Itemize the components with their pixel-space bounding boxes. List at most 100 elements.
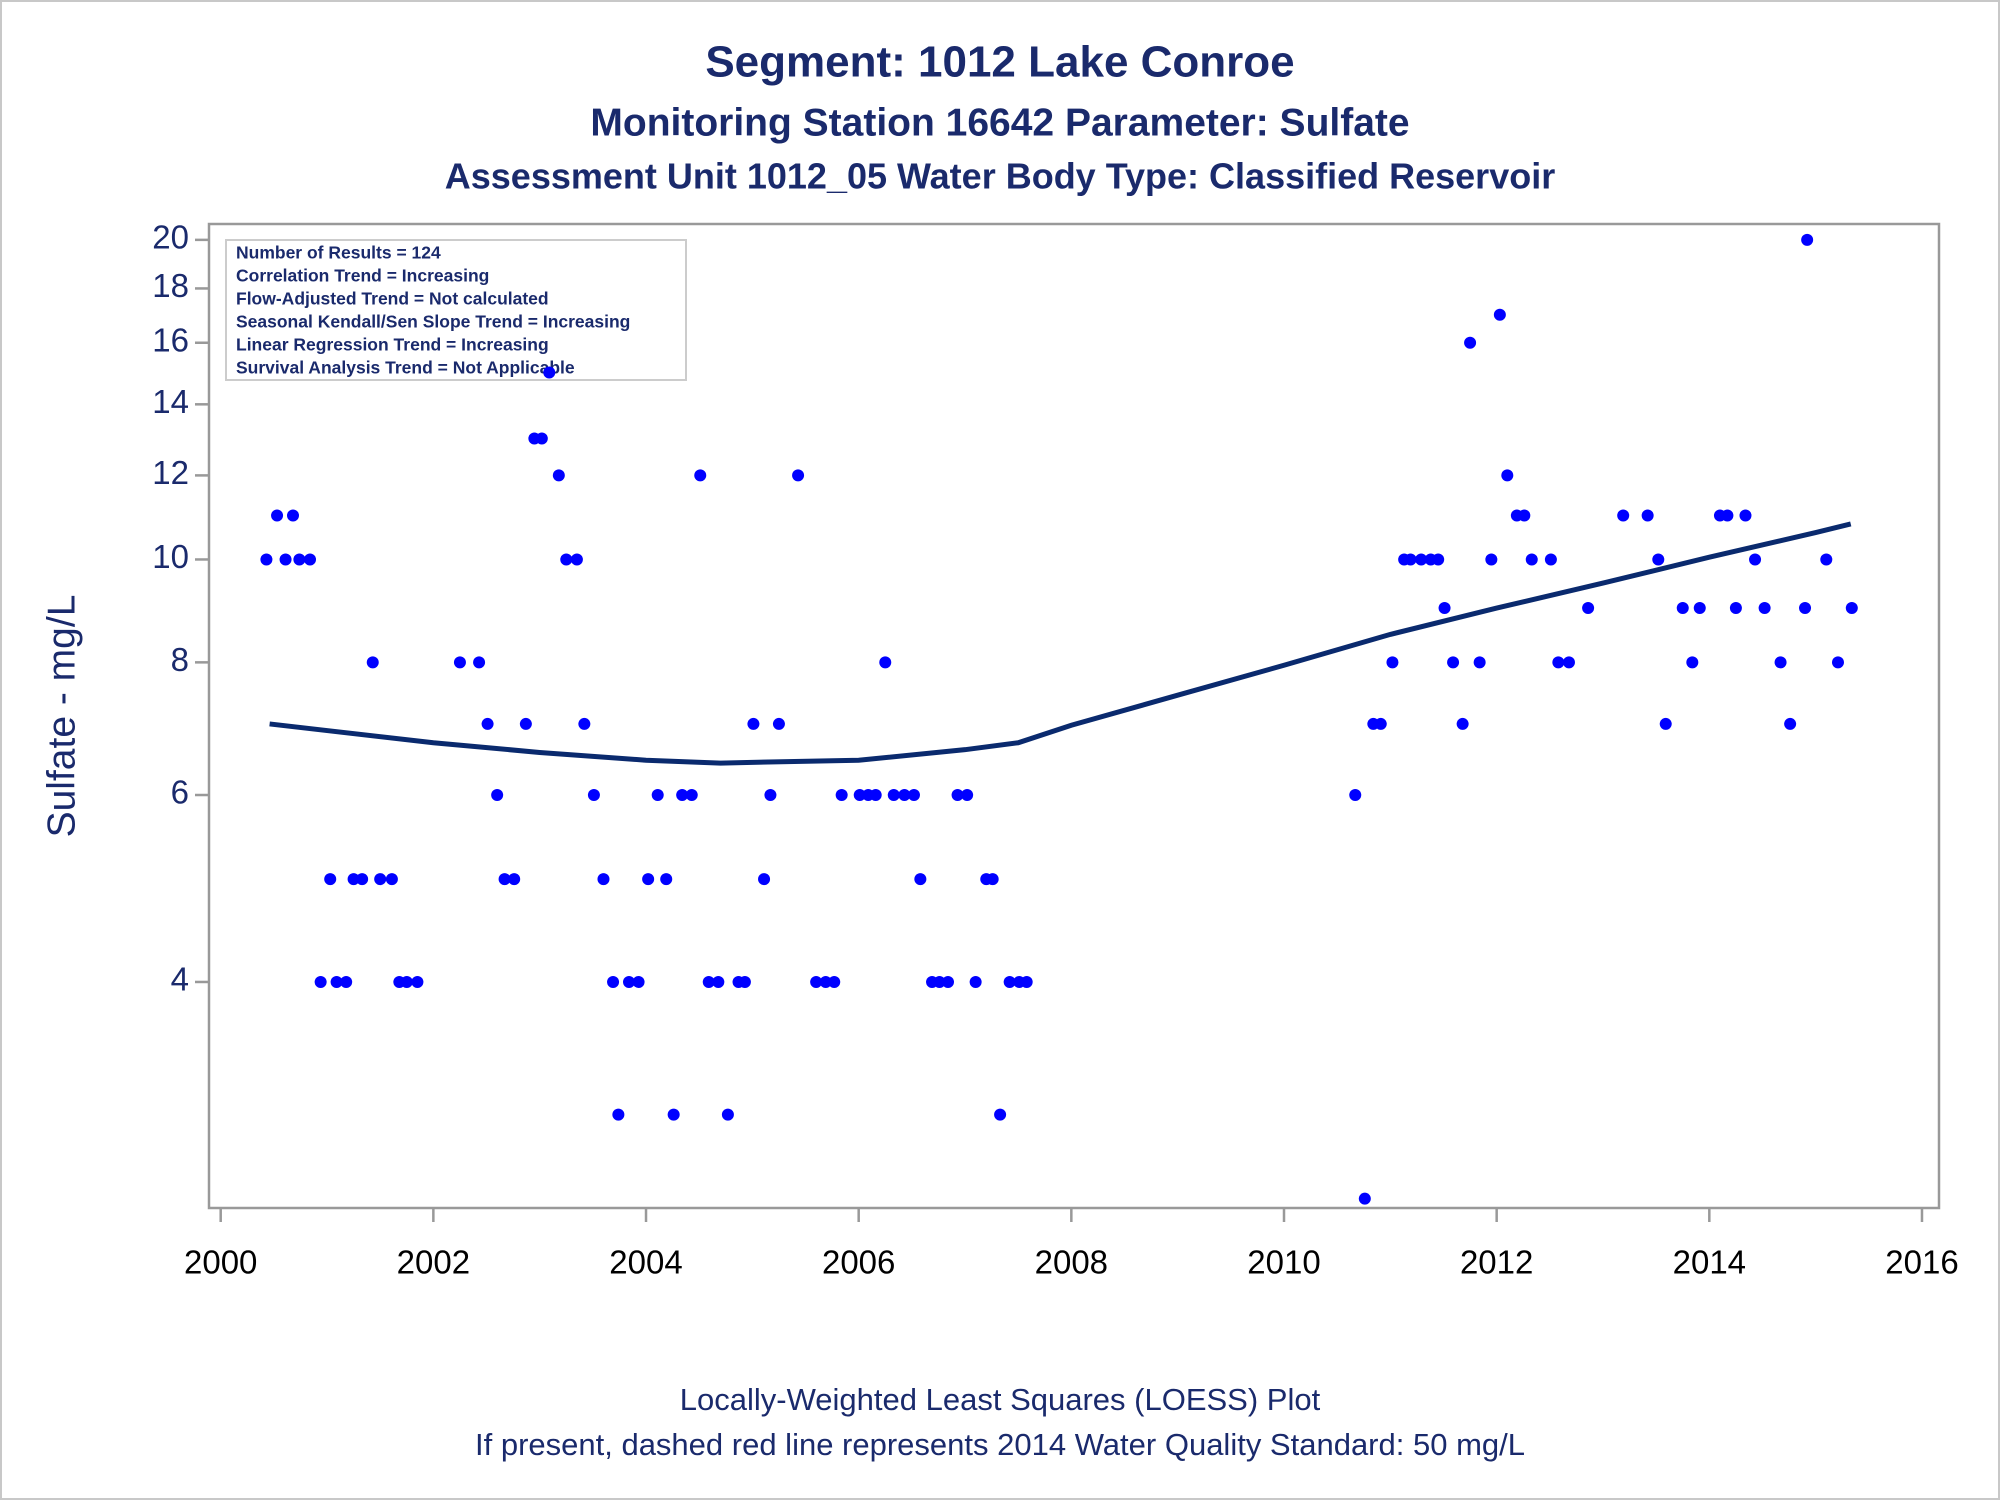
data-point: [612, 1108, 625, 1121]
data-point: [366, 656, 379, 669]
y-tick-label: 6: [171, 774, 189, 811]
data-point: [587, 789, 600, 802]
stats-line: Number of Results = 124: [236, 243, 441, 263]
data-point: [304, 553, 317, 566]
data-point: [738, 975, 751, 988]
y-tick-label: 4: [171, 961, 189, 998]
data-point: [887, 789, 900, 802]
data-point: [712, 975, 725, 988]
data-point: [1349, 789, 1362, 802]
data-point: [1820, 553, 1833, 566]
data-point: [1799, 602, 1812, 615]
data-point: [1845, 602, 1858, 615]
data-point: [543, 366, 556, 379]
chart-subtitle: Monitoring Station 16642 Parameter: Sulf…: [590, 101, 1409, 144]
x-tick-label: 2016: [1885, 1244, 1958, 1281]
data-point: [491, 789, 504, 802]
y-tick-label: 20: [152, 219, 189, 256]
chart-title: Segment: 1012 Lake Conroe: [705, 38, 1294, 87]
data-point: [1432, 553, 1445, 566]
data-point: [1686, 656, 1699, 669]
data-point: [1641, 509, 1654, 522]
data-point: [1438, 602, 1451, 615]
data-point: [879, 656, 892, 669]
data-point: [828, 975, 841, 988]
data-point: [969, 975, 982, 988]
data-point: [400, 975, 413, 988]
data-point: [1493, 308, 1506, 321]
data-point: [279, 553, 292, 566]
data-point: [853, 789, 866, 802]
data-point: [535, 432, 548, 445]
data-point: [694, 469, 707, 482]
data-point: [660, 873, 673, 886]
data-point: [951, 789, 964, 802]
data-point: [1831, 656, 1844, 669]
stats-line: Seasonal Kendall/Sen Slope Trend = Incre…: [236, 312, 630, 332]
data-point: [772, 717, 785, 730]
data-point: [792, 469, 805, 482]
data-point: [642, 873, 655, 886]
data-point: [961, 789, 974, 802]
x-tick-label: 2012: [1460, 1244, 1533, 1281]
data-point: [1404, 553, 1417, 566]
data-point: [933, 975, 946, 988]
data-point: [570, 553, 583, 566]
data-point: [1374, 717, 1387, 730]
data-point: [667, 1108, 680, 1121]
data-point: [1415, 553, 1428, 566]
loess-line: [269, 521, 1852, 766]
data-point: [578, 717, 591, 730]
data-point: [1784, 717, 1797, 730]
data-point: [914, 873, 927, 886]
data-point: [1020, 975, 1033, 988]
data-point: [1676, 602, 1689, 615]
x-tick-label: 2014: [1673, 1244, 1746, 1281]
data-point: [721, 1108, 734, 1121]
data-point: [907, 789, 920, 802]
data-point: [819, 975, 832, 988]
data-point: [685, 789, 698, 802]
data-point: [835, 789, 848, 802]
data-point: [356, 873, 369, 886]
data-point: [1582, 602, 1595, 615]
footnote: If present, dashed red line represents 2…: [475, 1427, 1525, 1462]
chart-subtitle: Assessment Unit 1012_05 Water Body Type:…: [445, 156, 1555, 197]
data-point: [1003, 975, 1016, 988]
data-point: [898, 789, 911, 802]
data-point: [632, 975, 645, 988]
x-tick-label: 2008: [1035, 1244, 1108, 1281]
data-point: [1386, 656, 1399, 669]
footnote: Locally-Weighted Least Squares (LOESS) P…: [680, 1382, 1321, 1417]
data-point: [1544, 553, 1557, 566]
data-point: [330, 975, 343, 988]
x-tick-label: 2000: [184, 1244, 257, 1281]
stats-line: Correlation Trend = Increasing: [236, 266, 489, 286]
data-point: [758, 873, 771, 886]
data-point: [1473, 656, 1486, 669]
data-point: [747, 717, 760, 730]
data-point: [519, 717, 532, 730]
x-tick-label: 2006: [822, 1244, 895, 1281]
stats-line: Survival Analysis Trend = Not Applicable: [236, 358, 575, 378]
data-point: [314, 975, 327, 988]
x-tick-label: 2004: [609, 1244, 682, 1281]
data-point: [1693, 602, 1706, 615]
data-point: [623, 975, 636, 988]
data-point: [287, 509, 300, 522]
data-point: [1447, 656, 1460, 669]
y-tick-label: 12: [152, 454, 189, 491]
y-axis-label: Sulfate - mg/L: [40, 595, 83, 838]
x-tick-label: 2010: [1247, 1244, 1320, 1281]
data-point: [764, 789, 777, 802]
data-point: [1801, 233, 1814, 246]
data-point: [508, 873, 521, 886]
data-point: [324, 873, 337, 886]
stats-box: [225, 239, 687, 381]
data-point: [651, 789, 664, 802]
data-point: [986, 873, 999, 886]
data-point: [385, 873, 398, 886]
stats-line: Flow-Adjusted Trend = Not calculated: [236, 289, 549, 309]
data-point: [347, 873, 360, 886]
data-point: [810, 975, 823, 988]
